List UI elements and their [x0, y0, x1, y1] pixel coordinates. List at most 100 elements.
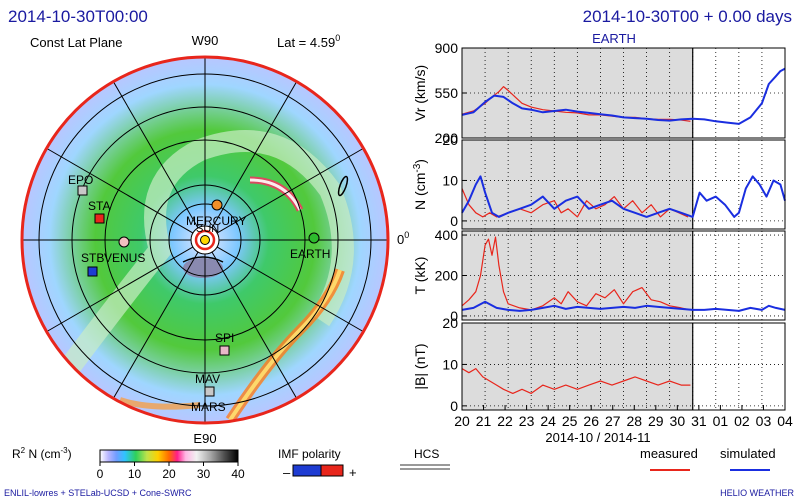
- venus-circle-icon: [118, 236, 130, 248]
- y-tick-label: 0: [450, 398, 458, 414]
- right-angle-degree: 0: [404, 230, 409, 240]
- series-line-simulated: [461, 175, 786, 218]
- marker-mars: MARS: [191, 400, 226, 414]
- disk-border: [20, 55, 390, 425]
- mav-label: MAV: [195, 372, 220, 386]
- sun-icon: [200, 235, 210, 245]
- lat-degree: 0: [335, 33, 340, 43]
- cme-front-lower-core: [228, 269, 342, 422]
- colorbar-gradient: [99, 449, 239, 463]
- sta-square-icon: [94, 213, 105, 224]
- y-tick-label: 200: [435, 268, 459, 284]
- imf-label: IMF polarity: [278, 447, 341, 461]
- panel-2: 0 200 400 T (kK): [412, 227, 786, 324]
- panel-frame: [461, 139, 786, 230]
- imf-plus: +: [349, 465, 357, 480]
- x-tick-label: 29: [648, 413, 664, 429]
- lat-label: Lat = 4.59: [277, 35, 335, 50]
- series-line-measured: [461, 188, 689, 218]
- sun-label: SUN: [196, 223, 219, 235]
- marker-mav: MAV: [195, 372, 220, 397]
- colorbar-tick-label: 30: [197, 467, 211, 481]
- footer-left: ENLIL-lowres + STELab-UCSD + Cone-SWRC: [4, 488, 192, 498]
- x-tick-label: 24: [540, 413, 556, 429]
- x-tick-label: 21: [476, 413, 492, 429]
- marker-mercury: MERCURY: [186, 199, 246, 228]
- colorbar-label: R2 N (cm-3): [12, 446, 72, 461]
- marker-sta: STA: [88, 199, 110, 224]
- outer-arc: [119, 397, 201, 410]
- epo-square-icon: [77, 185, 88, 196]
- x-tick-label: 26: [583, 413, 599, 429]
- y-tick-label: 20: [442, 315, 458, 331]
- hcs-label: HCS: [414, 447, 439, 461]
- y-tick-label: 900: [435, 40, 459, 56]
- bottom-angle-label: E90: [193, 431, 216, 446]
- series-line-simulated: [461, 67, 786, 125]
- epo-label: EPO: [68, 173, 93, 187]
- x-axis-label: 2014-10 / 2014-11: [545, 430, 650, 445]
- colorbar-tick-label: 20: [162, 467, 176, 481]
- y-axis-label: |B| (nT): [412, 343, 428, 389]
- y-tick-label: 200: [435, 130, 459, 146]
- plane-label: Const Lat Plane: [30, 35, 123, 50]
- marker-stb: STB: [81, 251, 104, 277]
- x-tick-label: 03: [756, 413, 772, 429]
- venus-label: VENUS: [104, 251, 145, 265]
- spi-square-icon: [219, 345, 230, 356]
- x-tick-label: 31: [691, 413, 707, 429]
- imf-positive-swatch: [320, 464, 344, 477]
- target-label: EARTH: [592, 31, 636, 46]
- x-tick-label: 27: [605, 413, 621, 429]
- y-axis-label: T (kK): [412, 257, 428, 295]
- footer-right: HELIO WEATHER: [720, 488, 794, 498]
- colorbar-tick-label: 10: [128, 467, 142, 481]
- earth-circle-icon: [308, 232, 320, 244]
- svg-text:00: 00: [397, 230, 409, 247]
- hcs-contour: [337, 175, 349, 197]
- right-title: 2014-10-30T00 + 0.00 days: [583, 7, 792, 26]
- panel-0: 200 550 900 Vr (km/s): [412, 40, 786, 146]
- shadow-region: [183, 258, 223, 278]
- top-angle-label: W90: [192, 33, 219, 48]
- y-tick-label: 10: [442, 356, 458, 372]
- series-line-measured: [461, 368, 691, 394]
- series-legend: measured simulated: [640, 446, 776, 471]
- y-tick-label: 400: [435, 227, 459, 243]
- cme-front-upper-core: [249, 178, 302, 211]
- x-tick-label: 30: [670, 413, 686, 429]
- mars-label: MARS: [191, 400, 226, 414]
- mercury-circle-icon: [211, 199, 223, 211]
- x-tick-label: 22: [497, 413, 513, 429]
- x-tick-label: 25: [562, 413, 578, 429]
- earth-label: EARTH: [290, 247, 330, 261]
- x-tick-label: 01: [713, 413, 729, 429]
- panel-3: 0 10 20 |B| (nT) 20 21 22 23 24 25 26 27 28 29 30 31 01 0…: [412, 315, 793, 445]
- sta-label: STA: [88, 199, 110, 213]
- x-tick-label: 20: [454, 413, 470, 429]
- stream-band: [51, 130, 354, 387]
- colorbar: R2 N (cm-3) 0 10 20 30 40: [12, 446, 245, 481]
- marker-earth: EARTH: [290, 232, 330, 261]
- colorbar-tick-label: 0: [97, 467, 104, 481]
- marker-sun: SUN: [194, 223, 219, 251]
- y-axis-label: N (cm-3): [412, 159, 428, 210]
- marker-spi: SPI: [215, 331, 234, 356]
- imf-negative-swatch: [292, 464, 322, 477]
- imf-minus: –: [283, 465, 291, 480]
- stb-label: STB: [81, 251, 104, 265]
- spi-label: SPI: [215, 331, 234, 345]
- marker-venus: VENUS: [104, 236, 145, 265]
- panel-1: 0 10 20 N (cm-3): [412, 132, 786, 230]
- series-line-simulated: [461, 300, 786, 312]
- legend-simulated: simulated: [720, 446, 776, 461]
- y-tick-label: 10: [442, 172, 458, 188]
- observed-period-shade: [462, 323, 693, 410]
- object-markers: EPO STA STB VENUS MERCURY SUN EARTH: [68, 173, 330, 414]
- svg-text:Lat = 4.590: Lat = 4.590: [277, 33, 340, 50]
- panel-frame: [461, 322, 786, 411]
- shadow-outline: [182, 256, 224, 263]
- imf-polarity-legend: IMF polarity – +: [278, 447, 357, 480]
